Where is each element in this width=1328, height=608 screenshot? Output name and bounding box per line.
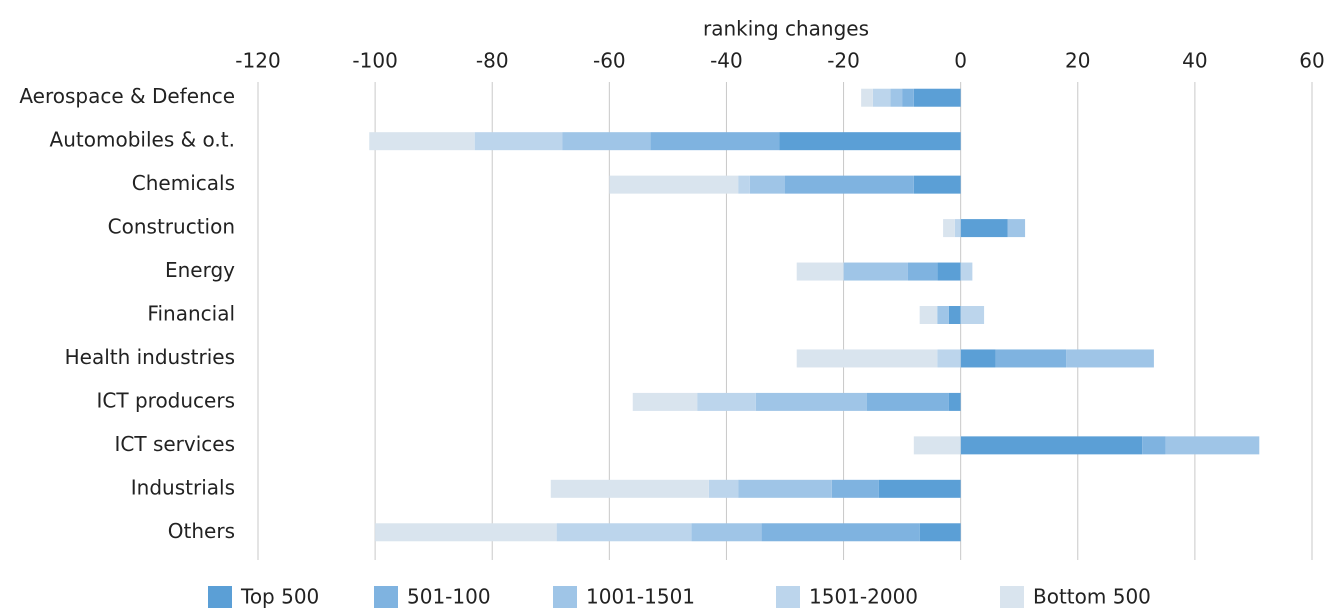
- bar-segment: [913, 88, 961, 107]
- bar-segment: [831, 479, 879, 498]
- bar-segment: [907, 262, 938, 281]
- bar-segment: [995, 349, 1067, 368]
- bar-segment: [937, 306, 949, 324]
- axis-title: ranking changes: [703, 17, 869, 41]
- x-tick-label: 0: [954, 49, 967, 73]
- bar-segment: [937, 262, 961, 281]
- x-tick-label: -40: [710, 49, 743, 73]
- bar-segment: [562, 132, 651, 151]
- bar-segment: [796, 349, 938, 368]
- bar-segment: [960, 219, 1008, 238]
- bar-segment: [697, 392, 756, 411]
- x-tick-label: -100: [352, 49, 397, 73]
- bar-segment: [948, 306, 961, 324]
- bar-segment: [954, 219, 961, 238]
- bar-segment: [785, 175, 914, 194]
- y-tick-label: Financial: [147, 302, 235, 326]
- bar-segment: [738, 175, 750, 194]
- bar-segment: [902, 88, 914, 107]
- y-tick-label: Construction: [108, 215, 235, 239]
- bar-segment: [708, 479, 739, 498]
- bar-segment: [943, 219, 955, 238]
- y-tick-label: Energy: [165, 258, 235, 282]
- x-tick-label: -80: [476, 49, 509, 73]
- bar-segment: [913, 436, 961, 455]
- x-tick-label: -60: [593, 49, 626, 73]
- bar-segment: [937, 349, 961, 368]
- legend-swatch: [776, 586, 800, 608]
- legend-swatch: [1000, 586, 1024, 608]
- legend-label: 501-100: [407, 585, 491, 608]
- bar-segment: [878, 479, 961, 498]
- bar-segment: [691, 523, 762, 542]
- y-tick-label: ICT producers: [97, 388, 235, 412]
- bar-segment: [1142, 436, 1166, 455]
- bar-segment: [1007, 219, 1026, 238]
- x-tick-label: -120: [235, 49, 280, 73]
- bar-segment: [913, 175, 961, 194]
- bar-segment: [796, 262, 844, 281]
- bar-segment: [1165, 436, 1260, 455]
- bar-segment: [890, 88, 903, 107]
- bar-segment: [556, 523, 692, 542]
- bar-segment: [919, 523, 961, 542]
- y-tick-label: Industrials: [131, 475, 235, 499]
- bar-segment: [755, 392, 867, 411]
- bar-segment: [872, 88, 891, 107]
- y-tick-label: ICT services: [115, 432, 236, 456]
- bar-segment: [861, 88, 873, 107]
- bar-segment: [550, 479, 709, 498]
- bar-segment: [960, 436, 1143, 455]
- bar-segment: [779, 132, 961, 151]
- bar-segment: [474, 132, 563, 151]
- y-tick-label: Others: [168, 519, 235, 543]
- bar-segment: [960, 349, 996, 368]
- legend-swatch: [553, 586, 577, 608]
- bar-segment: [919, 306, 938, 324]
- bar-segment: [761, 523, 920, 542]
- legend-label: 1001-1501: [586, 585, 695, 608]
- legend-swatch: [208, 586, 232, 608]
- bar-segment: [843, 262, 908, 281]
- bar-segment: [960, 262, 973, 281]
- bar-segment: [749, 175, 785, 194]
- x-tick-label: 40: [1182, 49, 1207, 73]
- bar-segment: [650, 132, 780, 151]
- x-tick-label: 20: [1065, 49, 1090, 73]
- legend-swatch: [374, 586, 398, 608]
- legend-label: Bottom 500: [1033, 585, 1151, 608]
- bar-segment: [375, 523, 557, 542]
- bar-segment: [738, 479, 832, 498]
- bar-segment: [866, 392, 949, 411]
- bar-segment: [948, 392, 961, 411]
- bar-segment: [609, 175, 739, 194]
- legend-label: 1501-2000: [809, 585, 918, 608]
- legend-label: Top 500: [240, 585, 319, 608]
- y-tick-label: Health industries: [65, 345, 235, 369]
- bar-segment: [960, 306, 985, 324]
- x-tick-label: 60: [1299, 49, 1324, 73]
- y-tick-label: Automobiles & o.t.: [50, 128, 235, 152]
- bar-segment: [369, 132, 475, 151]
- bar-segment: [632, 392, 698, 411]
- y-tick-label: Aerospace & Defence: [19, 84, 235, 108]
- bar-segment: [1066, 349, 1154, 368]
- x-tick-label: -20: [827, 49, 860, 73]
- y-tick-label: Chemicals: [132, 171, 235, 195]
